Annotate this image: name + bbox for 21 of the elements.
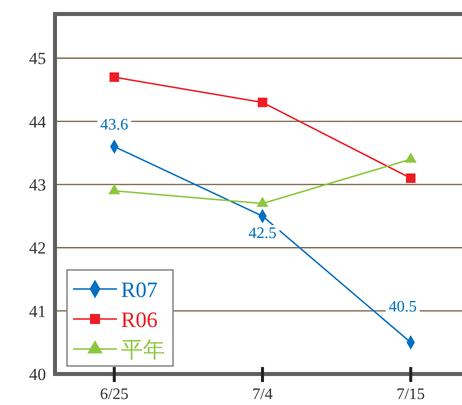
legend-label: R06	[121, 307, 158, 332]
legend-label: 平年	[121, 337, 165, 362]
x-tick-label: 7/4	[252, 386, 273, 403]
point	[406, 173, 416, 183]
point	[258, 98, 268, 108]
y-tick-label: 44	[29, 112, 46, 132]
point	[256, 196, 268, 207]
y-tick-label: 45	[29, 49, 46, 68]
point	[110, 72, 120, 82]
x-tick-label: 6/25	[100, 386, 129, 403]
y-tick-label: 43	[29, 176, 46, 195]
data-label: 42.5	[248, 225, 276, 242]
y-tick-label: 40	[29, 365, 46, 384]
legend-label: R07	[121, 277, 158, 302]
y-tick-label: 41	[29, 302, 46, 321]
y-tick-label: 42	[29, 238, 46, 258]
data-label: 40.5	[388, 298, 417, 316]
point	[404, 152, 417, 163]
data-label: 43.6	[100, 116, 128, 134]
point	[108, 184, 120, 194]
x-tick-label: 7/15	[396, 386, 425, 403]
